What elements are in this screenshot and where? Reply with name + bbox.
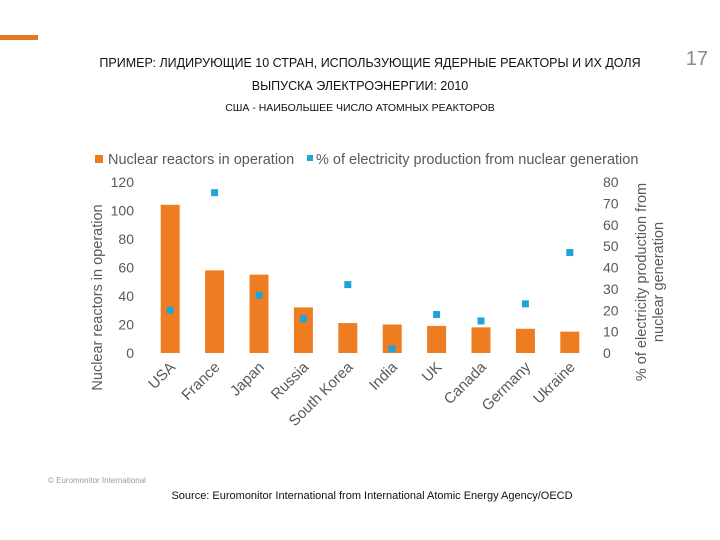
x-category-label: India [366, 358, 401, 393]
y-right-tick-label: 40 [603, 260, 619, 276]
legend-label-points: % of electricity production from nuclear… [316, 152, 638, 168]
y-left-tick-label: 100 [111, 203, 135, 219]
y-left-tick-label: 0 [126, 345, 134, 361]
bar [515, 328, 535, 353]
y-right-tick-label: 20 [603, 302, 619, 318]
y-left-tick-label: 120 [111, 174, 135, 190]
x-category-label: Japan [227, 359, 268, 400]
y-right-axis-title-line2: nuclear generation [651, 222, 667, 342]
source-text: Source: Euromonitor International from I… [171, 490, 573, 502]
bar [205, 270, 225, 353]
page-number: 17 [685, 48, 708, 70]
legend-swatch-bars [95, 155, 103, 163]
bar [427, 325, 447, 353]
y-right-tick-label: 30 [603, 281, 619, 297]
y-left-tick-label: 60 [118, 260, 134, 276]
x-category-label: USA [145, 359, 179, 393]
bar [249, 274, 269, 353]
legend-swatch-points [307, 155, 313, 161]
x-category-label: UK [419, 359, 446, 386]
scatter-point [521, 300, 529, 308]
y-left-tick-label: 80 [118, 231, 134, 247]
bar [382, 324, 402, 353]
x-category-label: France [178, 359, 223, 404]
bar [160, 204, 180, 353]
legend-label-bars: Nuclear reactors in operation [108, 152, 294, 168]
y-right-axis-title-line1: % of electricity production from [634, 183, 650, 381]
y-right-tick-label: 0 [603, 345, 611, 361]
source-note: Source: Euromonitor International from I… [0, 490, 720, 502]
y-left-axis-title: Nuclear reactors in operation [90, 204, 106, 390]
y-right-tick-label: 80 [603, 174, 619, 190]
title-line-1: ПРИМЕР: ЛИДИРУЮЩИЕ 10 СТРАН, ИСПОЛЬЗУЮЩИ… [0, 56, 720, 70]
scatter-point [211, 189, 219, 197]
accent-bar [0, 35, 38, 40]
scatter-point [477, 317, 485, 325]
title-line-1-text: ПРИМЕР: ЛИДИРУЮЩИЕ 10 СТРАН, ИСПОЛЬЗУЮЩИ… [99, 56, 641, 70]
y-left-tick-label: 40 [118, 288, 134, 304]
subtitle: США - НАИБОЛЬШЕЕ ЧИСЛО АТОМНЫХ РЕАКТОРОВ [225, 102, 495, 114]
scatter-point [344, 281, 352, 289]
scatter-point [299, 315, 307, 323]
x-category-label: Germany [479, 358, 535, 414]
scatter-point [388, 345, 396, 353]
y-right-tick-label: 60 [603, 217, 619, 233]
scatter-point [566, 249, 574, 257]
bar [560, 331, 580, 353]
watermark: © Euromonitor International [48, 476, 146, 485]
title-line-2: ВЫПУСКА ЭЛЕКТРОЭНЕРГИИ: 2010 [251, 79, 469, 93]
y-right-tick-label: 70 [603, 195, 619, 211]
y-right-tick-label: 10 [603, 324, 619, 340]
bar [338, 323, 358, 353]
x-category-label: Ukraine [530, 359, 579, 408]
bar [471, 327, 491, 353]
scatter-point [255, 291, 263, 299]
scatter-point [433, 311, 441, 319]
scatter-point [166, 306, 174, 314]
bar [293, 307, 313, 353]
y-right-tick-label: 50 [603, 238, 619, 254]
y-left-tick-label: 20 [118, 317, 134, 333]
